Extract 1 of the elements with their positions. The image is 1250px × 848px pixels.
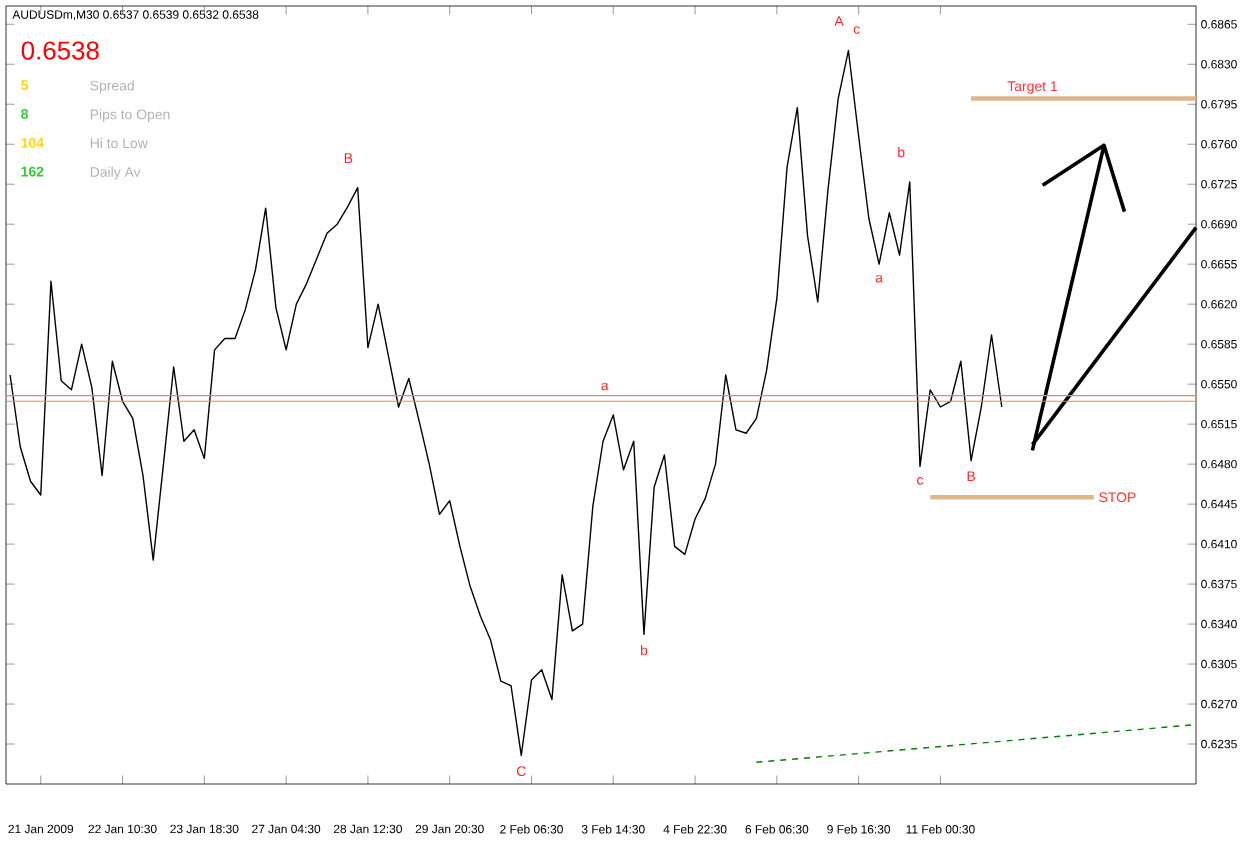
- annotation: 0.6538: [21, 41, 99, 60]
